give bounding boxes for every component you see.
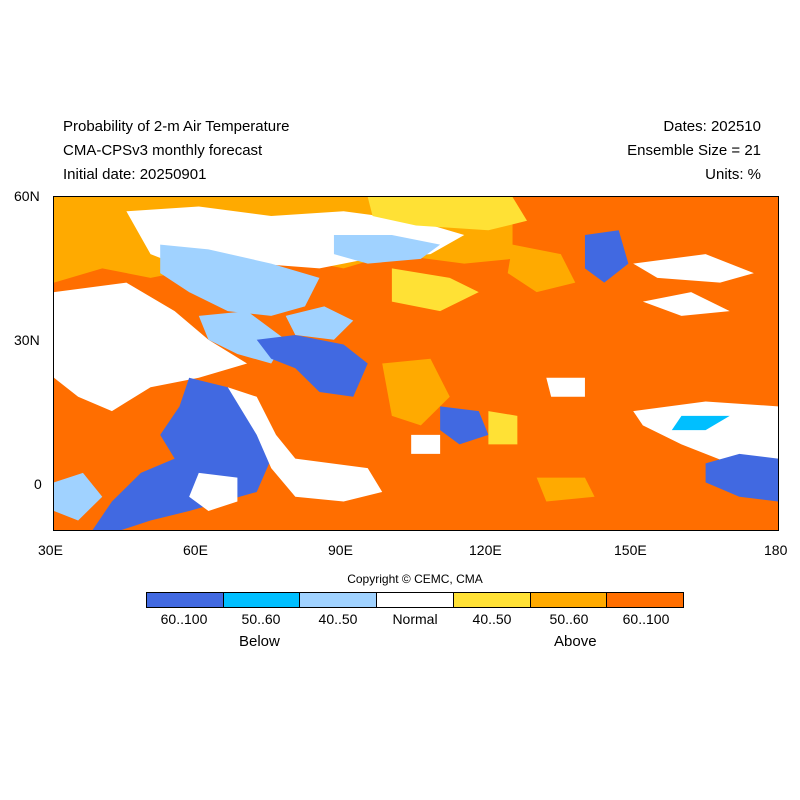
swatch-above-60-100 bbox=[607, 593, 684, 607]
legend-label: 60..100 bbox=[622, 611, 670, 627]
title-line-2: CMA-CPSv3 monthly forecast bbox=[63, 142, 263, 159]
lat-tick-0: 0 bbox=[34, 476, 42, 492]
above-50-region bbox=[536, 477, 595, 502]
lon-tick-180: 180 bbox=[764, 542, 788, 558]
lat-tick-30n: 30N bbox=[14, 332, 40, 348]
below-40-region bbox=[285, 306, 354, 340]
normal-region bbox=[633, 401, 778, 464]
units-label: Units: % bbox=[705, 166, 761, 183]
above-40-region bbox=[367, 197, 528, 231]
below-40-region bbox=[160, 244, 320, 316]
swatch-below-60-100 bbox=[147, 593, 224, 607]
probability-map bbox=[53, 196, 779, 531]
below-40-region bbox=[333, 235, 441, 264]
above-40-region bbox=[488, 411, 518, 445]
swatch-above-40-50 bbox=[453, 593, 531, 607]
below-60-region bbox=[256, 334, 368, 397]
below-50-region bbox=[671, 415, 730, 431]
below-60-region bbox=[705, 453, 778, 502]
color-bar bbox=[146, 592, 684, 608]
normal-region bbox=[54, 282, 248, 412]
lon-tick-120e: 120E bbox=[469, 542, 502, 558]
normal-region bbox=[227, 387, 383, 502]
title-line-3: Initial date: 20250901 bbox=[63, 166, 207, 183]
normal-region bbox=[633, 254, 754, 283]
below-40-region bbox=[198, 311, 286, 364]
swatch-below-50-60 bbox=[223, 593, 301, 607]
swatch-normal bbox=[377, 593, 454, 607]
title-line-1: Probability of 2-m Air Temperature bbox=[63, 118, 290, 135]
swatch-below-40-50 bbox=[300, 593, 378, 607]
lat-tick-60n: 60N bbox=[14, 188, 40, 204]
legend-label: 60..100 bbox=[160, 611, 208, 627]
above-label: Above bbox=[554, 633, 597, 650]
above-50-region bbox=[382, 358, 450, 426]
above-40-region bbox=[391, 268, 479, 312]
below-60-region bbox=[440, 406, 489, 445]
ensemble-size-label: Ensemble Size = 21 bbox=[627, 142, 761, 159]
lon-tick-150e: 150E bbox=[614, 542, 647, 558]
legend-label: Normal bbox=[392, 611, 438, 627]
legend-label: 50..60 bbox=[549, 611, 589, 627]
legend-label: 40..50 bbox=[318, 611, 358, 627]
normal-region bbox=[642, 292, 730, 316]
legend-label: 50..60 bbox=[241, 611, 281, 627]
map-field bbox=[54, 197, 778, 530]
below-60-region bbox=[584, 230, 629, 283]
lon-tick-90e: 90E bbox=[328, 542, 353, 558]
swatch-above-50-60 bbox=[530, 593, 608, 607]
above-50-region bbox=[507, 244, 576, 293]
normal-region bbox=[189, 472, 238, 511]
below-label: Below bbox=[239, 633, 280, 650]
lon-tick-60e: 60E bbox=[183, 542, 208, 558]
copyright: Copyright © CEMC, CMA bbox=[347, 572, 483, 586]
lon-tick-30e: 30E bbox=[38, 542, 63, 558]
dates-label: Dates: 202510 bbox=[663, 118, 761, 135]
legend-label: 40..50 bbox=[472, 611, 512, 627]
normal-region bbox=[546, 377, 585, 397]
normal-region bbox=[411, 434, 441, 454]
